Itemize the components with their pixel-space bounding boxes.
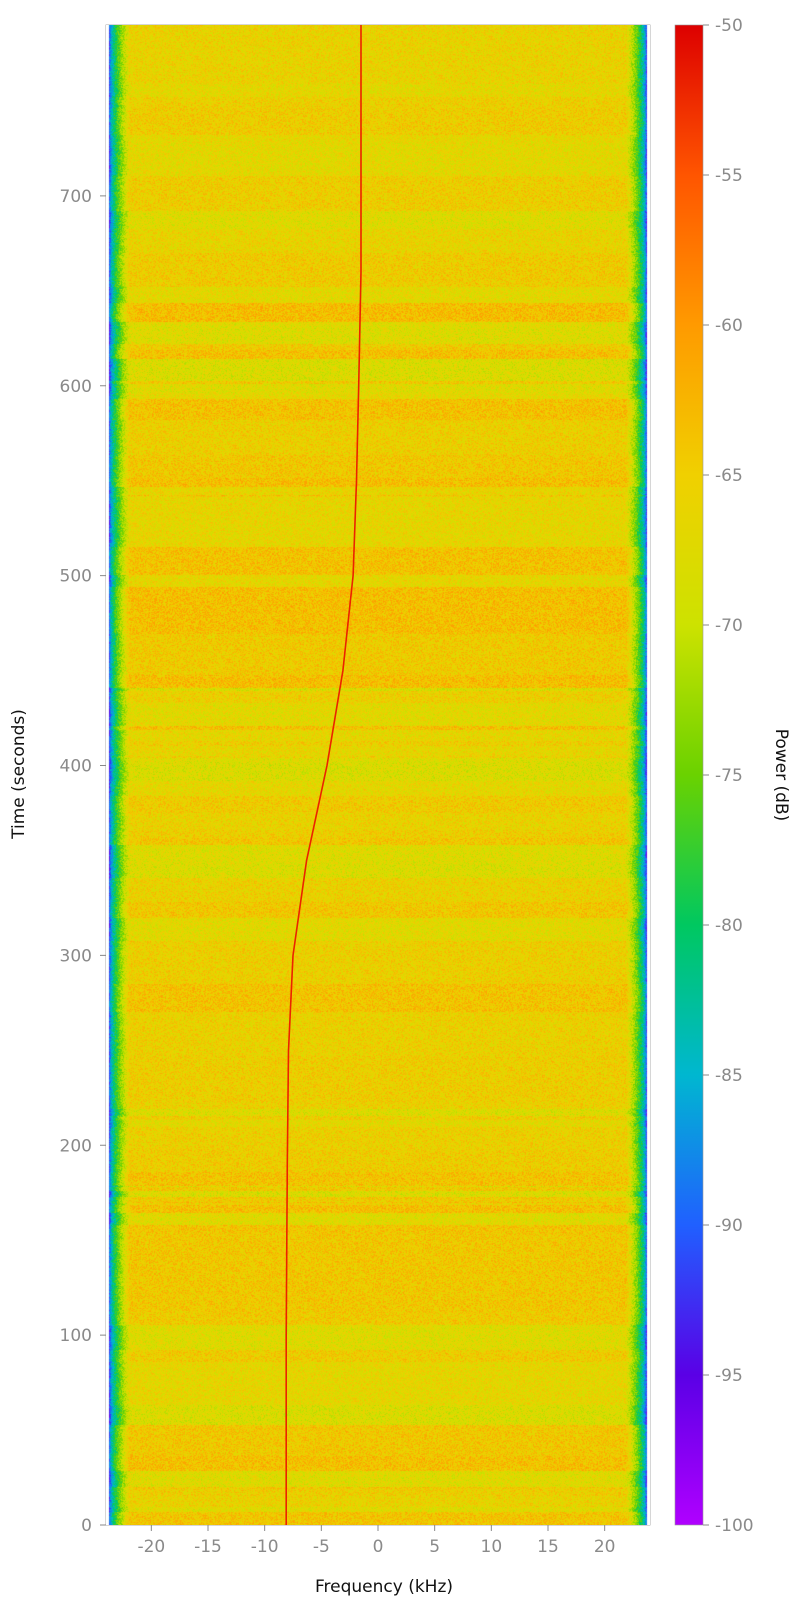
y-tick-label: 200 <box>60 1136 92 1156</box>
x-tick-label: 20 <box>594 1537 616 1557</box>
y-tick-label: 700 <box>60 187 92 207</box>
x-tick-label: -20 <box>137 1537 165 1557</box>
colorbar-tick-label: -85 <box>715 1066 743 1086</box>
x-axis-label: Frequency (kHz) <box>315 1577 453 1597</box>
y-axis-label: Time (seconds) <box>9 709 29 840</box>
y-axis: 0 100 200 300 400 500 600 700 <box>60 187 106 1536</box>
x-tick-label: -15 <box>194 1537 222 1557</box>
colorbar-tick-label: -100 <box>715 1516 754 1536</box>
plot-area <box>105 24 651 1526</box>
x-tick-label: 15 <box>537 1537 559 1557</box>
colorbar-tick-label: -90 <box>715 1216 743 1236</box>
x-tick-label: -5 <box>313 1537 330 1557</box>
colorbar-tick-label: -65 <box>715 466 743 486</box>
x-tick-label: -10 <box>251 1537 279 1557</box>
colorbar-tick-label: -50 <box>715 16 743 36</box>
colorbar-tick-label: -75 <box>715 766 743 786</box>
colorbar-tick-label: -95 <box>715 1366 743 1386</box>
colorbar-tick-label: -80 <box>715 916 743 936</box>
colorbar-tick-label: -60 <box>715 316 743 336</box>
colorbar: -50 -55 -60 -65 -70 -75 -80 -85 -90 -95 -100 <box>674 16 754 1536</box>
y-tick-label: 500 <box>60 567 92 587</box>
y-tick-label: 400 <box>60 757 92 777</box>
x-axis: -20 -15 -10 -5 0 5 10 15 20 <box>137 1525 615 1557</box>
y-tick-label: 100 <box>60 1326 92 1346</box>
y-tick-label: 600 <box>60 377 92 397</box>
signal-trace <box>285 25 362 1525</box>
y-tick-label: 300 <box>60 946 92 966</box>
colorbar-gradient <box>674 24 704 1526</box>
x-tick-label: 0 <box>373 1537 384 1557</box>
spectrogram-image <box>106 25 650 1525</box>
colorbar-tick-label: -70 <box>715 616 743 636</box>
colorbar-tick-label: -55 <box>715 166 743 186</box>
x-tick-label: 5 <box>429 1537 440 1557</box>
y-tick-label: 0 <box>81 1516 92 1536</box>
colorbar-label: Power (dB) <box>771 729 791 822</box>
x-tick-label: 10 <box>481 1537 503 1557</box>
